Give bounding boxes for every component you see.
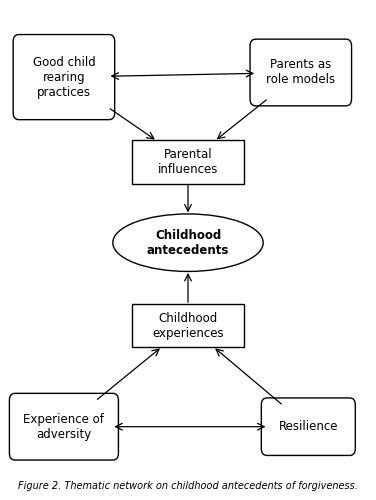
FancyBboxPatch shape <box>13 34 115 119</box>
Text: Parental
influences: Parental influences <box>158 148 218 176</box>
FancyBboxPatch shape <box>132 304 244 348</box>
Text: Experience of
adversity: Experience of adversity <box>23 412 105 440</box>
Ellipse shape <box>113 214 263 272</box>
FancyBboxPatch shape <box>9 394 118 460</box>
Text: Childhood
antecedents: Childhood antecedents <box>147 228 229 256</box>
Text: Parents as
role models: Parents as role models <box>266 58 335 86</box>
Text: Good child
rearing
practices: Good child rearing practices <box>33 56 95 98</box>
FancyBboxPatch shape <box>250 39 352 106</box>
Text: Figure 2. Thematic network on childhood antecedents of forgiveness.: Figure 2. Thematic network on childhood … <box>18 481 358 491</box>
FancyBboxPatch shape <box>261 398 355 456</box>
Text: Childhood
experiences: Childhood experiences <box>152 312 224 340</box>
FancyBboxPatch shape <box>132 140 244 184</box>
Text: Resilience: Resilience <box>279 420 338 433</box>
